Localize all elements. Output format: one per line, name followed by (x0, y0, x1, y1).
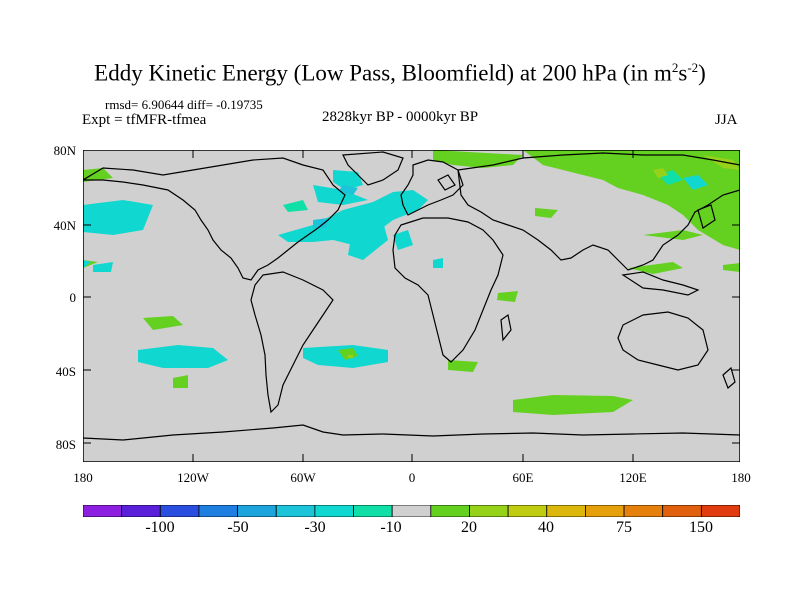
colorbar-label-m10: -10 (380, 519, 402, 536)
x-tick-label-60e: 60E (512, 470, 534, 485)
colorbar-box (237, 505, 277, 517)
colorbar-box (430, 505, 470, 517)
coastlines (83, 151, 740, 441)
colorbar-box (700, 505, 740, 517)
x-tick-label-180w: 180 (73, 470, 93, 485)
colorbar-box (391, 505, 432, 517)
colorbar-label-m100: -100 (145, 519, 175, 536)
colorbar-box (83, 505, 123, 517)
y-tick-label-40n: 40N (53, 218, 76, 233)
colorbar-box (585, 505, 625, 517)
colorbar-box (275, 505, 316, 517)
colorbar-box (314, 505, 354, 517)
colorbar-box (507, 505, 548, 517)
x-tick-label-120w: 120W (177, 470, 209, 485)
colorbar-box (469, 505, 509, 517)
anomaly-fill-regions (83, 150, 740, 415)
colorbar-label-m30: -30 (304, 519, 326, 536)
stats-text: rmsd= 6.90644 diff= -0.19735 (105, 97, 263, 112)
period-label: 2828kyr BP - 0000kyr BP (322, 109, 479, 125)
axis-ticks (83, 150, 740, 462)
colorbar-label-75: 75 (616, 519, 632, 536)
colorbar-box (159, 505, 200, 517)
colorbar-label-m50: -50 (227, 519, 249, 536)
colorbar-box (198, 505, 238, 517)
colorbar (83, 505, 740, 517)
y-tick-label-40s: 40S (55, 364, 76, 379)
colorbar-box (353, 505, 393, 517)
colorbar-label-40: 40 (538, 519, 554, 536)
x-tick-label-0: 0 (408, 470, 416, 485)
x-tick-label-120e: 120E (619, 470, 647, 485)
plot-title: Eddy Kinetic Energy (Low Pass, Bloomfiel… (94, 60, 706, 86)
y-tick-label-80s: 80S (55, 437, 76, 452)
colorbar-label-20: 20 (461, 519, 477, 536)
colorbar-label-150: 150 (689, 519, 713, 536)
colorbar-box (546, 505, 586, 517)
y-tick-label-80n: 80N (53, 143, 76, 158)
x-tick-label-180e: 180 (731, 470, 751, 485)
experiment-label: Expt = tfMFR-tfmea (82, 112, 207, 128)
y-tick-label-0: 0 (69, 290, 77, 305)
x-tick-label-60w: 60W (290, 470, 316, 485)
colorbar-box (662, 505, 702, 517)
season-label: JJA (715, 112, 738, 128)
colorbar-box (623, 505, 664, 517)
ekediff-map (83, 150, 740, 462)
colorbar-box (121, 505, 161, 517)
